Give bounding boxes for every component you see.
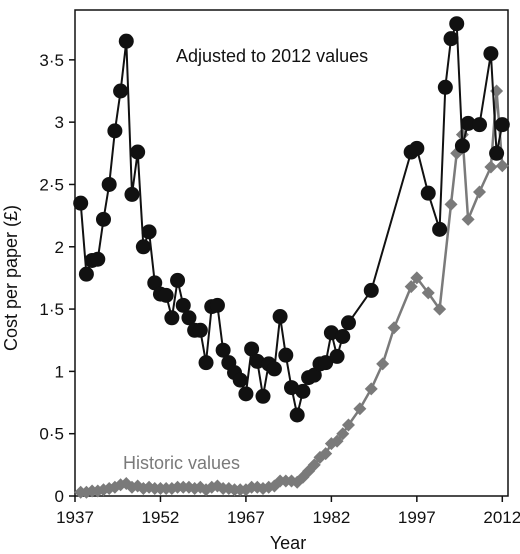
data-point xyxy=(433,302,447,316)
x-tick-label: 2012 xyxy=(483,508,520,527)
data-point xyxy=(135,239,151,255)
x-axis-title: Year xyxy=(270,533,306,553)
data-point xyxy=(307,458,321,472)
data-point xyxy=(335,328,351,344)
data-point xyxy=(118,33,134,49)
data-point xyxy=(472,117,488,133)
y-tick-label: 1·5 xyxy=(39,300,64,319)
data-point xyxy=(158,287,174,303)
data-point xyxy=(113,83,129,99)
data-point xyxy=(192,322,208,338)
data-point xyxy=(141,224,157,240)
axes: 1937 1952 1967 1982 1997 2012 0 0·5 1 1·5 2 2·5 3 3·5 xyxy=(39,51,520,527)
data-point xyxy=(336,427,350,441)
data-point xyxy=(437,79,453,95)
data-point xyxy=(421,286,435,300)
data-point xyxy=(330,434,344,448)
data-point xyxy=(363,282,379,298)
x-tick-label: 1952 xyxy=(142,508,180,527)
data-point xyxy=(255,388,271,404)
data-point xyxy=(318,355,334,371)
data-point xyxy=(266,361,282,377)
data-point xyxy=(444,197,458,211)
data-point xyxy=(483,46,499,62)
data-point xyxy=(272,309,288,325)
data-point xyxy=(484,160,498,174)
data-point xyxy=(238,386,254,402)
data-point xyxy=(353,402,367,416)
data-point xyxy=(164,310,180,326)
data-point xyxy=(454,138,470,154)
data-point xyxy=(198,355,214,371)
y-tick-label: 3 xyxy=(55,113,64,132)
data-point xyxy=(495,159,509,173)
data-point xyxy=(215,342,231,358)
data-point xyxy=(404,280,418,294)
data-point xyxy=(284,380,299,396)
annotation-historic: Historic values xyxy=(123,453,240,473)
series-1 xyxy=(74,84,509,499)
data-point xyxy=(295,383,311,399)
y-axis-title: Cost per paper (£) xyxy=(1,205,21,351)
y-tick-label: 1 xyxy=(55,362,64,381)
data-point xyxy=(73,195,89,211)
data-point xyxy=(289,407,305,423)
data-point xyxy=(443,31,459,47)
data-point xyxy=(449,16,465,32)
data-point xyxy=(232,372,248,388)
data-point xyxy=(329,348,345,364)
data-point xyxy=(364,382,378,396)
y-tick-label: 2 xyxy=(55,238,64,257)
data-point xyxy=(101,176,117,192)
x-tick-label: 1982 xyxy=(312,508,350,527)
plot-frame xyxy=(74,9,509,497)
data-point xyxy=(489,145,505,161)
data-point xyxy=(494,117,510,133)
data-point xyxy=(376,357,390,371)
x-tick-label: 1937 xyxy=(56,508,94,527)
data-point xyxy=(341,418,355,432)
data-point xyxy=(244,341,260,357)
data-point xyxy=(278,347,294,363)
y-tick-label: 2·5 xyxy=(39,175,64,194)
plot-series xyxy=(73,16,510,499)
series-0 xyxy=(73,16,510,423)
data-point xyxy=(119,477,133,491)
data-point xyxy=(124,186,140,202)
data-point xyxy=(147,275,163,291)
data-point xyxy=(170,272,186,288)
data-point xyxy=(306,367,322,383)
data-point xyxy=(473,185,487,199)
data-point xyxy=(107,123,123,139)
data-point xyxy=(340,315,356,331)
data-point xyxy=(409,140,425,156)
y-tick-label: 0·5 xyxy=(39,425,64,444)
data-point xyxy=(387,321,401,335)
data-point xyxy=(323,325,339,341)
data-point xyxy=(175,297,191,313)
data-point xyxy=(78,266,94,282)
x-tick-label: 1967 xyxy=(227,508,265,527)
data-point xyxy=(130,144,146,160)
data-point xyxy=(249,353,265,369)
data-point xyxy=(95,211,111,227)
plot-border xyxy=(74,9,509,497)
data-point xyxy=(420,185,436,201)
data-point xyxy=(461,212,475,226)
data-point xyxy=(181,310,197,326)
y-tick-label: 3·5 xyxy=(39,51,64,70)
data-point xyxy=(209,297,225,313)
annotation-adjusted: Adjusted to 2012 values xyxy=(176,46,368,66)
y-tick-label: 0 xyxy=(55,487,64,506)
data-point xyxy=(410,271,424,285)
data-point xyxy=(432,221,448,237)
data-point xyxy=(319,447,333,461)
data-point xyxy=(90,251,106,267)
x-tick-label: 1997 xyxy=(398,508,436,527)
data-point xyxy=(460,115,476,131)
